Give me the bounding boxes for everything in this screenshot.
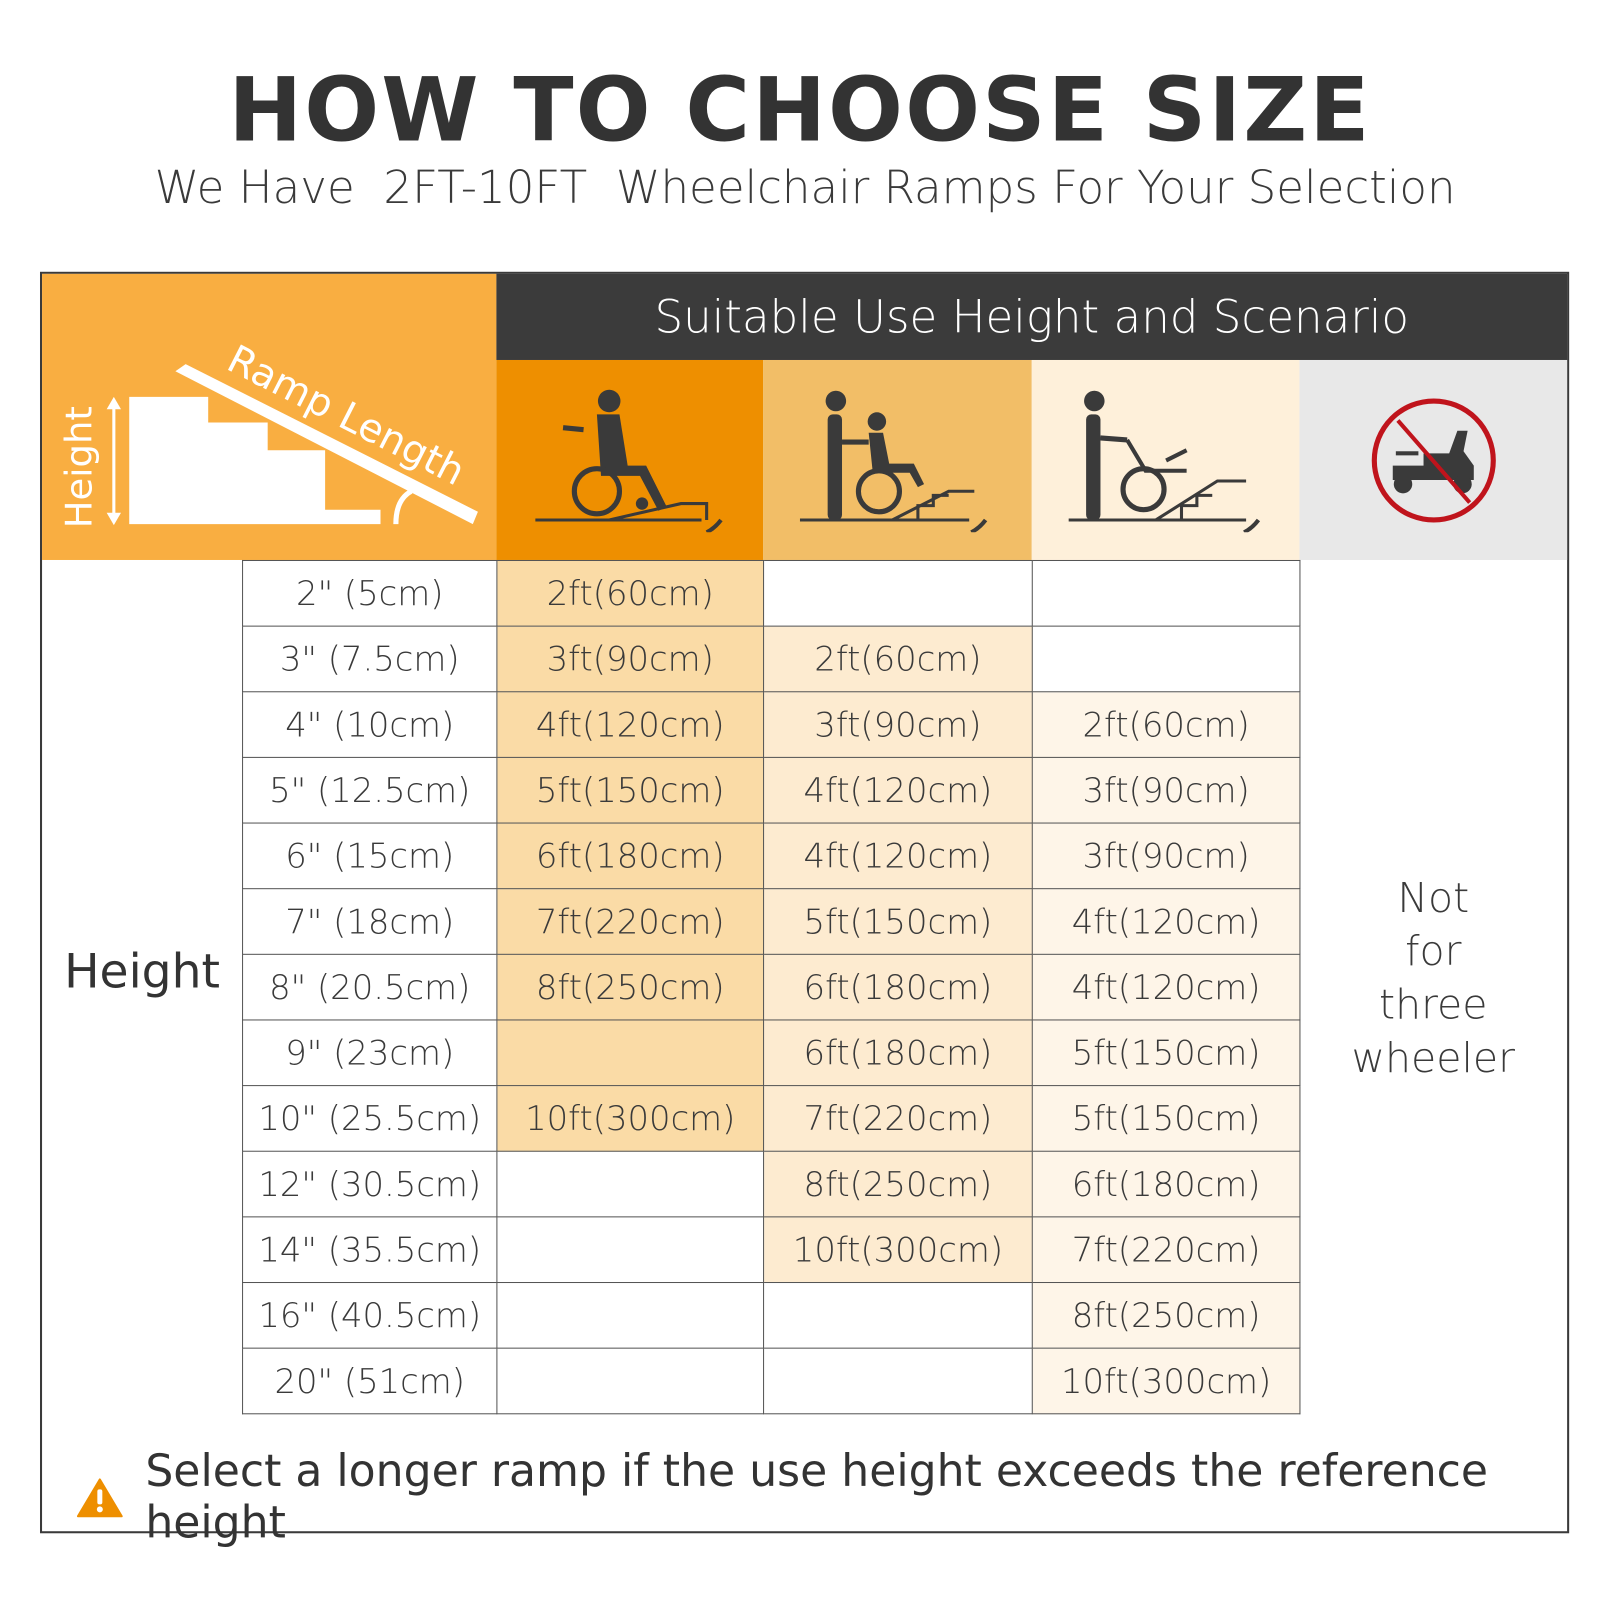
page-subtitle: We Have 2FT-10FT Wheelchair Ramps For Yo… <box>154 162 1456 215</box>
ramp-length-cell <box>763 1347 1033 1415</box>
height-cell: 8" (20.5cm) <box>242 953 498 1021</box>
ramp-diagram: Height Ramp Length <box>42 273 497 560</box>
ramp-length-cell <box>496 1216 765 1284</box>
ramp-length-cell: 6ft(180cm) <box>1031 1150 1301 1218</box>
table-row: 4" (10cm) 4ft(120cm) 3ft(90cm) 2ft(60cm) <box>242 691 1301 758</box>
not-for-line: wheeler <box>1351 1034 1516 1083</box>
ramp-length-cell: 3ft(90cm) <box>1031 822 1301 890</box>
height-cell: 9" (23cm) <box>242 1019 498 1087</box>
ramp-length-cell: 8ft(250cm) <box>763 1150 1033 1218</box>
ramp-length-cell: 6ft(180cm) <box>763 953 1033 1021</box>
ramp-length-cell: 5ft(150cm) <box>1031 1019 1301 1087</box>
ramp-length-cell: 6ft(180cm) <box>763 1019 1033 1087</box>
ramp-length-cell <box>763 559 1033 627</box>
ramp-length-cell: 2ft(60cm) <box>1031 691 1301 758</box>
scenario-self-propelled <box>496 359 764 560</box>
scenario-assisted-push <box>763 359 1032 560</box>
ramp-length-cell: 3ft(90cm) <box>496 625 765 693</box>
height-cell: 4" (10cm) <box>242 691 498 758</box>
ramp-length-cell: 3ft(90cm) <box>1031 756 1301 824</box>
ramp-length-cell: 4ft(120cm) <box>1031 953 1301 1021</box>
ramp-length-cell <box>496 1347 765 1415</box>
ramp-length-cell: 10ft(300cm) <box>763 1216 1033 1284</box>
ramp-length-cell: 3ft(90cm) <box>763 691 1033 758</box>
ramp-length-cell <box>1031 559 1301 627</box>
height-cell: 2" (5cm) <box>242 559 498 627</box>
ramp-length-cell: 10ft(300cm) <box>1031 1347 1301 1415</box>
ramp-length-cell: 5ft(150cm) <box>1031 1085 1301 1152</box>
row-header-height: Height <box>64 943 221 999</box>
ramp-length-cell: 10ft(300cm) <box>496 1085 765 1152</box>
ramp-length-cell <box>1031 625 1301 693</box>
ramp-length-cell: 7ft(220cm) <box>496 888 765 955</box>
ramp-length-cell: 4ft(120cm) <box>763 756 1033 824</box>
size-chart-frame <box>39 271 1570 1534</box>
table-row: 10" (25.5cm) 10ft(300cm) 7ft(220cm) 5ft(150… <box>242 1085 1301 1152</box>
scenario-assisted-pull <box>1031 359 1300 560</box>
height-cell: 20" (51cm) <box>242 1347 498 1415</box>
table-row: 14" (35.5cm) 10ft(300cm) 7ft(220cm) <box>242 1216 1301 1284</box>
footer-note: Select a longer ramp if the use height e… <box>76 1446 1600 1549</box>
table-row: 9" (23cm) 6ft(180cm) 5ft(150cm) <box>242 1019 1301 1087</box>
ramp-length-cell: 6ft(180cm) <box>496 822 765 890</box>
table-row: 12" (30.5cm) 8ft(250cm) 6ft(180cm) <box>242 1150 1301 1218</box>
ramp-length-cell <box>763 1281 1033 1349</box>
assisted-wheelchair-push-icon <box>799 390 988 532</box>
no-three-wheeler-icon <box>1371 397 1496 523</box>
height-cell: 6" (15cm) <box>242 822 498 890</box>
self-propelled-wheelchair-icon <box>535 389 723 532</box>
height-cell: 7" (18cm) <box>242 888 498 955</box>
height-axis-label: Height <box>57 406 100 528</box>
ramp-length-cell: 7ft(220cm) <box>1031 1216 1301 1284</box>
height-cell: 12" (30.5cm) <box>242 1150 498 1218</box>
table-row: 8" (20.5cm) 8ft(250cm) 6ft(180cm) 4ft(120cm… <box>242 953 1301 1021</box>
ramp-length-cell <box>496 1150 765 1218</box>
ramp-length-cell: 2ft(60cm) <box>763 625 1033 693</box>
assisted-wheelchair-pull-icon <box>1068 390 1260 532</box>
table-row: 6" (15cm) 6ft(180cm) 4ft(120cm) 3ft(90cm) <box>242 822 1301 890</box>
size-table: 2" (5cm) 2ft(60cm) 3" (7.5cm) 3ft(90cm) 2ft(… <box>242 559 1301 1415</box>
table-row: 3" (7.5cm) 3ft(90cm) 2ft(60cm) <box>242 625 1301 693</box>
not-for-line: Not <box>1397 874 1470 923</box>
table-row: 16" (40.5cm) 8ft(250cm) <box>242 1281 1301 1349</box>
scenario-not-three-wheeler <box>1299 359 1568 560</box>
not-for-line: for <box>1405 928 1462 976</box>
height-cell: 5" (12.5cm) <box>242 756 498 824</box>
page-title: HOW TO CHOOSE SIZE <box>228 59 1372 163</box>
table-row: 2" (5cm) 2ft(60cm) <box>242 559 1301 627</box>
height-cell: 10" (25.5cm) <box>242 1085 498 1152</box>
ramp-length-cell: 5ft(150cm) <box>496 756 765 824</box>
ramp-length-cell <box>496 1281 765 1349</box>
ramp-length-cell: 5ft(150cm) <box>763 888 1033 955</box>
ramp-length-cell: 4ft(120cm) <box>763 822 1033 890</box>
height-cell: 14" (35.5cm) <box>242 1216 498 1284</box>
ramp-length-cell <box>496 1019 765 1087</box>
height-cell: 3" (7.5cm) <box>242 625 498 693</box>
footer-note-text: Select a longer ramp if the use height e… <box>145 1446 1489 1549</box>
table-row: 20" (51cm) 10ft(300cm) <box>242 1347 1301 1415</box>
not-for-line: three <box>1378 981 1488 1029</box>
ramp-length-cell: 8ft(250cm) <box>496 953 765 1021</box>
height-cell: 16" (40.5cm) <box>242 1281 498 1349</box>
ramp-length-cell: 7ft(220cm) <box>763 1085 1033 1152</box>
section-title: Suitable Use Height and Scenario <box>496 273 1568 360</box>
ramp-length-cell: 8ft(250cm) <box>1031 1281 1301 1349</box>
ramp-diagram-icon: Height Ramp Length <box>57 337 478 528</box>
table-row: 7" (18cm) 7ft(220cm) 5ft(150cm) 4ft(120cm) <box>242 888 1301 955</box>
ramp-length-cell: 4ft(120cm) <box>496 691 765 758</box>
not-for-three-wheeler-note: Not for three wheeler <box>1299 872 1567 1085</box>
warning-icon <box>76 1478 123 1518</box>
ramp-length-cell: 4ft(120cm) <box>1031 888 1301 955</box>
ramp-length-cell: 2ft(60cm) <box>496 559 765 627</box>
table-row: 5" (12.5cm) 5ft(150cm) 4ft(120cm) 3ft(90cm) <box>242 756 1301 824</box>
